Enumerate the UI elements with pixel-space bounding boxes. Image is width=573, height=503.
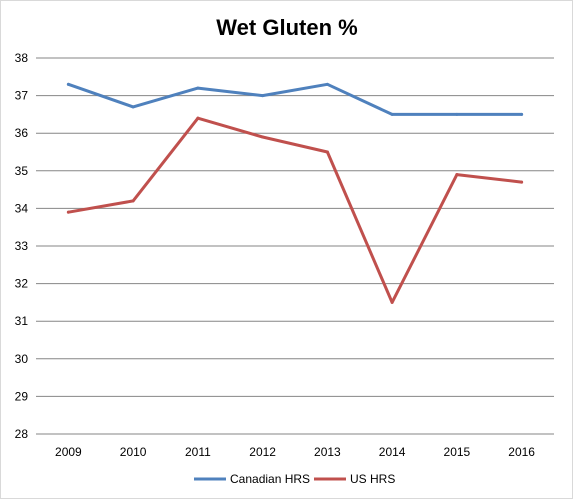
y-tick-label: 37 [15,89,29,103]
x-tick-label: 2010 [120,445,147,459]
data-point [455,173,459,177]
series-line-0 [66,82,524,116]
chart-title: Wet Gluten % [216,15,357,40]
x-axis-tick-labels: 2009 2010 2011 2012 2013 2014 2015 2016 [55,445,535,459]
y-tick-label: 30 [15,352,29,366]
legend-label: US HRS [350,472,395,486]
legend-label: Canadian HRS [230,472,310,486]
y-axis-tick-labels: 28 29 30 31 32 33 34 35 36 37 38 [15,51,29,441]
x-tick-label: 2011 [185,445,211,459]
data-point [66,82,70,86]
legend: Canadian HRS US HRS [194,472,395,486]
gridlines [36,57,554,435]
data-point [520,112,524,116]
data-point [261,94,265,98]
data-point [390,300,394,304]
data-point [131,199,135,203]
data-point [196,116,200,120]
series-line-1 [66,116,524,304]
y-tick-label: 35 [15,164,29,178]
y-tick-label: 29 [15,389,29,403]
x-tick-label: 2016 [508,445,535,459]
y-tick-label: 38 [15,51,29,65]
y-tick-label: 28 [15,427,29,441]
x-tick-label: 2015 [444,445,471,459]
x-tick-label: 2009 [55,445,82,459]
x-tick-label: 2014 [379,445,406,459]
data-point [520,180,524,184]
data-point [325,150,329,154]
y-tick-label: 32 [15,277,29,291]
data-point [390,112,394,116]
x-tick-label: 2012 [249,445,276,459]
data-point [196,86,200,90]
data-point [261,135,265,139]
series-lines [66,82,524,304]
y-tick-label: 33 [15,239,29,253]
data-point [131,105,135,109]
x-tick-label: 2013 [314,445,341,459]
y-tick-label: 31 [15,314,29,328]
data-point [455,112,459,116]
y-tick-label: 36 [15,126,29,140]
data-point [66,210,70,214]
data-point [325,82,329,86]
y-tick-label: 34 [15,201,29,215]
